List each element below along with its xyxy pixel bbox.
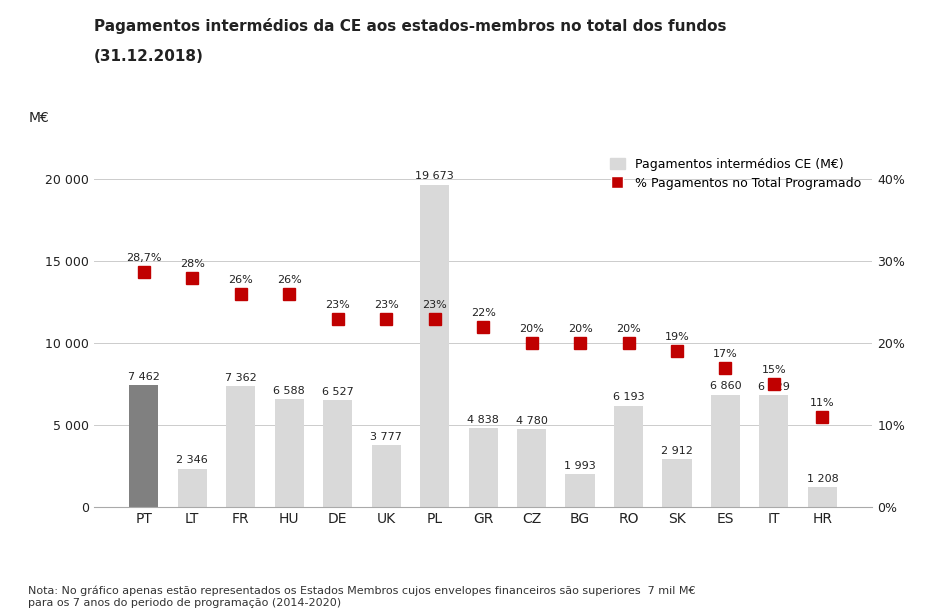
Text: 17%: 17% — [713, 349, 738, 359]
Text: M€: M€ — [28, 111, 49, 125]
Text: 7 362: 7 362 — [225, 373, 257, 383]
Text: 6 527: 6 527 — [322, 387, 354, 397]
Text: 20%: 20% — [567, 324, 593, 334]
Text: 28%: 28% — [180, 258, 204, 269]
Text: 2 912: 2 912 — [661, 446, 693, 456]
Text: 19%: 19% — [665, 332, 689, 342]
Text: Pagamentos intermédios da CE aos estados-membros no total dos fundos: Pagamentos intermédios da CE aos estados… — [94, 18, 726, 34]
Text: 28,7%: 28,7% — [126, 253, 161, 263]
Text: 15%: 15% — [762, 365, 786, 375]
Text: Nota: No gráfico apenas estão representados os Estados Membros cujos envelopes f: Nota: No gráfico apenas estão representa… — [28, 586, 696, 608]
Text: 7 462: 7 462 — [128, 371, 159, 382]
Bar — [662, 459, 691, 507]
Text: 6 193: 6 193 — [613, 392, 644, 403]
Text: 4 780: 4 780 — [516, 415, 548, 425]
Bar — [614, 406, 643, 507]
Text: 1 208: 1 208 — [807, 474, 839, 484]
Bar — [711, 395, 740, 507]
Bar — [566, 475, 595, 507]
Bar — [517, 429, 546, 507]
Text: 1 993: 1 993 — [564, 461, 596, 471]
Text: 23%: 23% — [373, 299, 399, 310]
Bar — [177, 469, 206, 507]
Text: 6 588: 6 588 — [273, 386, 305, 396]
Text: 20%: 20% — [519, 324, 544, 334]
Bar — [760, 395, 789, 507]
Text: 26%: 26% — [277, 275, 301, 285]
Text: 11%: 11% — [810, 398, 835, 408]
Text: 26%: 26% — [228, 275, 253, 285]
Text: (31.12.2018): (31.12.2018) — [94, 49, 204, 64]
Text: 2 346: 2 346 — [176, 455, 208, 466]
Text: 6 860: 6 860 — [710, 381, 741, 392]
Text: 3 777: 3 777 — [371, 432, 402, 442]
Text: 19 673: 19 673 — [416, 172, 454, 181]
Text: 4 838: 4 838 — [467, 415, 499, 425]
Legend: Pagamentos intermédios CE (M€), % Pagamentos no Total Programado: Pagamentos intermédios CE (M€), % Pagame… — [605, 153, 866, 195]
Bar — [226, 387, 255, 507]
Bar — [808, 488, 837, 507]
Text: 20%: 20% — [616, 324, 641, 334]
Bar — [468, 428, 498, 507]
Bar — [371, 445, 401, 507]
Text: 22%: 22% — [471, 308, 495, 318]
Text: 6 829: 6 829 — [758, 382, 790, 392]
Text: 23%: 23% — [422, 299, 447, 310]
Bar — [323, 400, 352, 507]
Bar — [420, 185, 449, 507]
Bar — [129, 385, 159, 507]
Bar — [275, 399, 304, 507]
Text: 23%: 23% — [325, 299, 350, 310]
